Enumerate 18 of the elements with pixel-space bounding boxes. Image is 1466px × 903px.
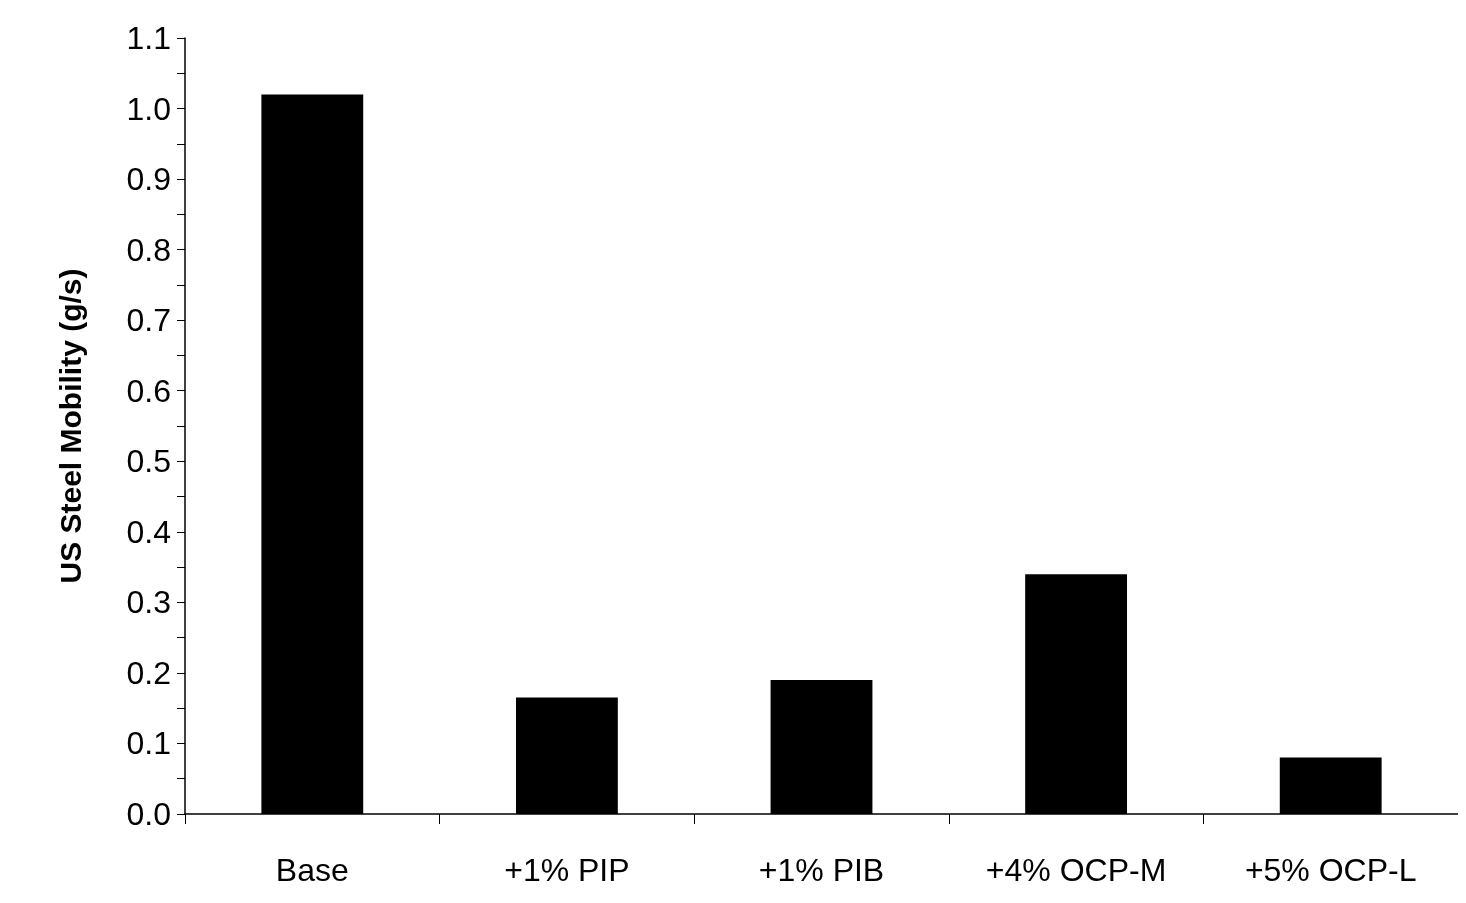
y-tick-label: 0.0 — [126, 796, 171, 832]
y-tick-label: 0.2 — [126, 654, 171, 691]
y-tick-label: 0.6 — [126, 372, 171, 409]
y-axis-title: US Steel Mobility (g/s) — [53, 268, 87, 584]
y-tick-label: 0.3 — [126, 584, 171, 621]
y-tick-label: 0.1 — [126, 725, 171, 762]
y-tick-label: 0.5 — [126, 443, 171, 480]
x-tick-label: Base — [275, 852, 349, 888]
y-tick-label: 0.8 — [126, 231, 171, 268]
x-tick-label: +1% PIP — [504, 852, 630, 888]
x-tick-label: +4% OCP-M — [985, 852, 1167, 888]
x-tick-label: +5% OCP-L — [1244, 852, 1417, 888]
y-tick-label: 0.4 — [126, 513, 171, 550]
x-tick-label: +1% PIB — [758, 852, 885, 888]
y-tick-label: 1.1 — [126, 20, 171, 56]
y-tick-label: 0.9 — [126, 161, 171, 198]
y-tick-label: 0.7 — [126, 302, 171, 339]
y-tick-label: 1.0 — [126, 90, 171, 127]
